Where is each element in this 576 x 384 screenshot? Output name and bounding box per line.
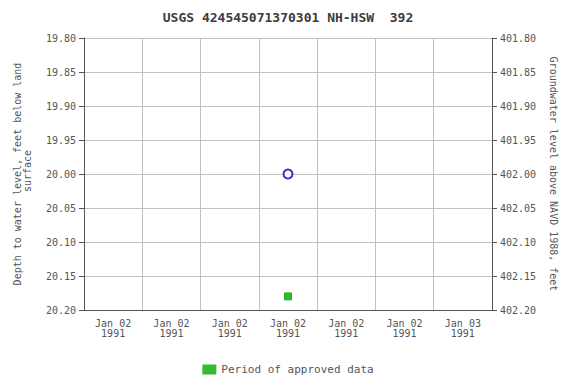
svg-text:401.95: 401.95 <box>500 135 536 146</box>
svg-text:19.90: 19.90 <box>46 101 76 112</box>
svg-text:Jan 02: Jan 02 <box>153 317 190 329</box>
svg-text:20.15: 20.15 <box>46 271 76 282</box>
svg-text:Groundwater level above NAVD 1: Groundwater level above NAVD 1988, feet <box>548 57 559 292</box>
svg-text:19.85: 19.85 <box>46 67 76 78</box>
svg-text:401.85: 401.85 <box>500 67 536 78</box>
svg-text:20.20: 20.20 <box>46 305 76 316</box>
svg-text:1991: 1991 <box>334 328 358 339</box>
svg-text:1991: 1991 <box>218 328 242 339</box>
svg-text:402.15: 402.15 <box>500 271 536 282</box>
svg-text:1991: 1991 <box>101 328 125 339</box>
svg-text:1991: 1991 <box>393 328 417 339</box>
svg-text:1991: 1991 <box>159 328 183 339</box>
svg-text:1991: 1991 <box>276 328 300 339</box>
svg-text:Jan 03: Jan 03 <box>444 317 481 329</box>
svg-text:Period of approved data: Period of approved data <box>221 363 373 376</box>
svg-text:20.00: 20.00 <box>46 169 76 180</box>
svg-text:1991: 1991 <box>451 328 475 339</box>
svg-text:Jan 02: Jan 02 <box>269 317 307 329</box>
svg-text:401.80: 401.80 <box>500 33 536 44</box>
svg-text:402.05: 402.05 <box>500 203 536 214</box>
svg-text:402.20: 402.20 <box>500 305 536 316</box>
svg-text:19.80: 19.80 <box>46 33 76 44</box>
svg-text:Jan 02: Jan 02 <box>386 317 423 329</box>
svg-text:402.10: 402.10 <box>500 237 536 248</box>
svg-text:Depth to water level, feet bel: Depth to water level, feet below land <box>11 62 23 286</box>
svg-text:20.05: 20.05 <box>46 203 76 214</box>
svg-text:20.10: 20.10 <box>46 237 76 248</box>
svg-text:Jan 02: Jan 02 <box>211 317 248 329</box>
svg-text:Jan 02: Jan 02 <box>95 317 132 329</box>
svg-text:401.90: 401.90 <box>500 101 536 112</box>
svg-text:19.95: 19.95 <box>46 135 76 146</box>
svg-text:402.00: 402.00 <box>500 169 536 180</box>
svg-text:Jan 02: Jan 02 <box>328 317 365 329</box>
svg-text:surface: surface <box>22 150 33 198</box>
svg-text:USGS 424545071370301 NH-HSW 3: USGS 424545071370301 NH-HSW 392 <box>163 10 413 25</box>
